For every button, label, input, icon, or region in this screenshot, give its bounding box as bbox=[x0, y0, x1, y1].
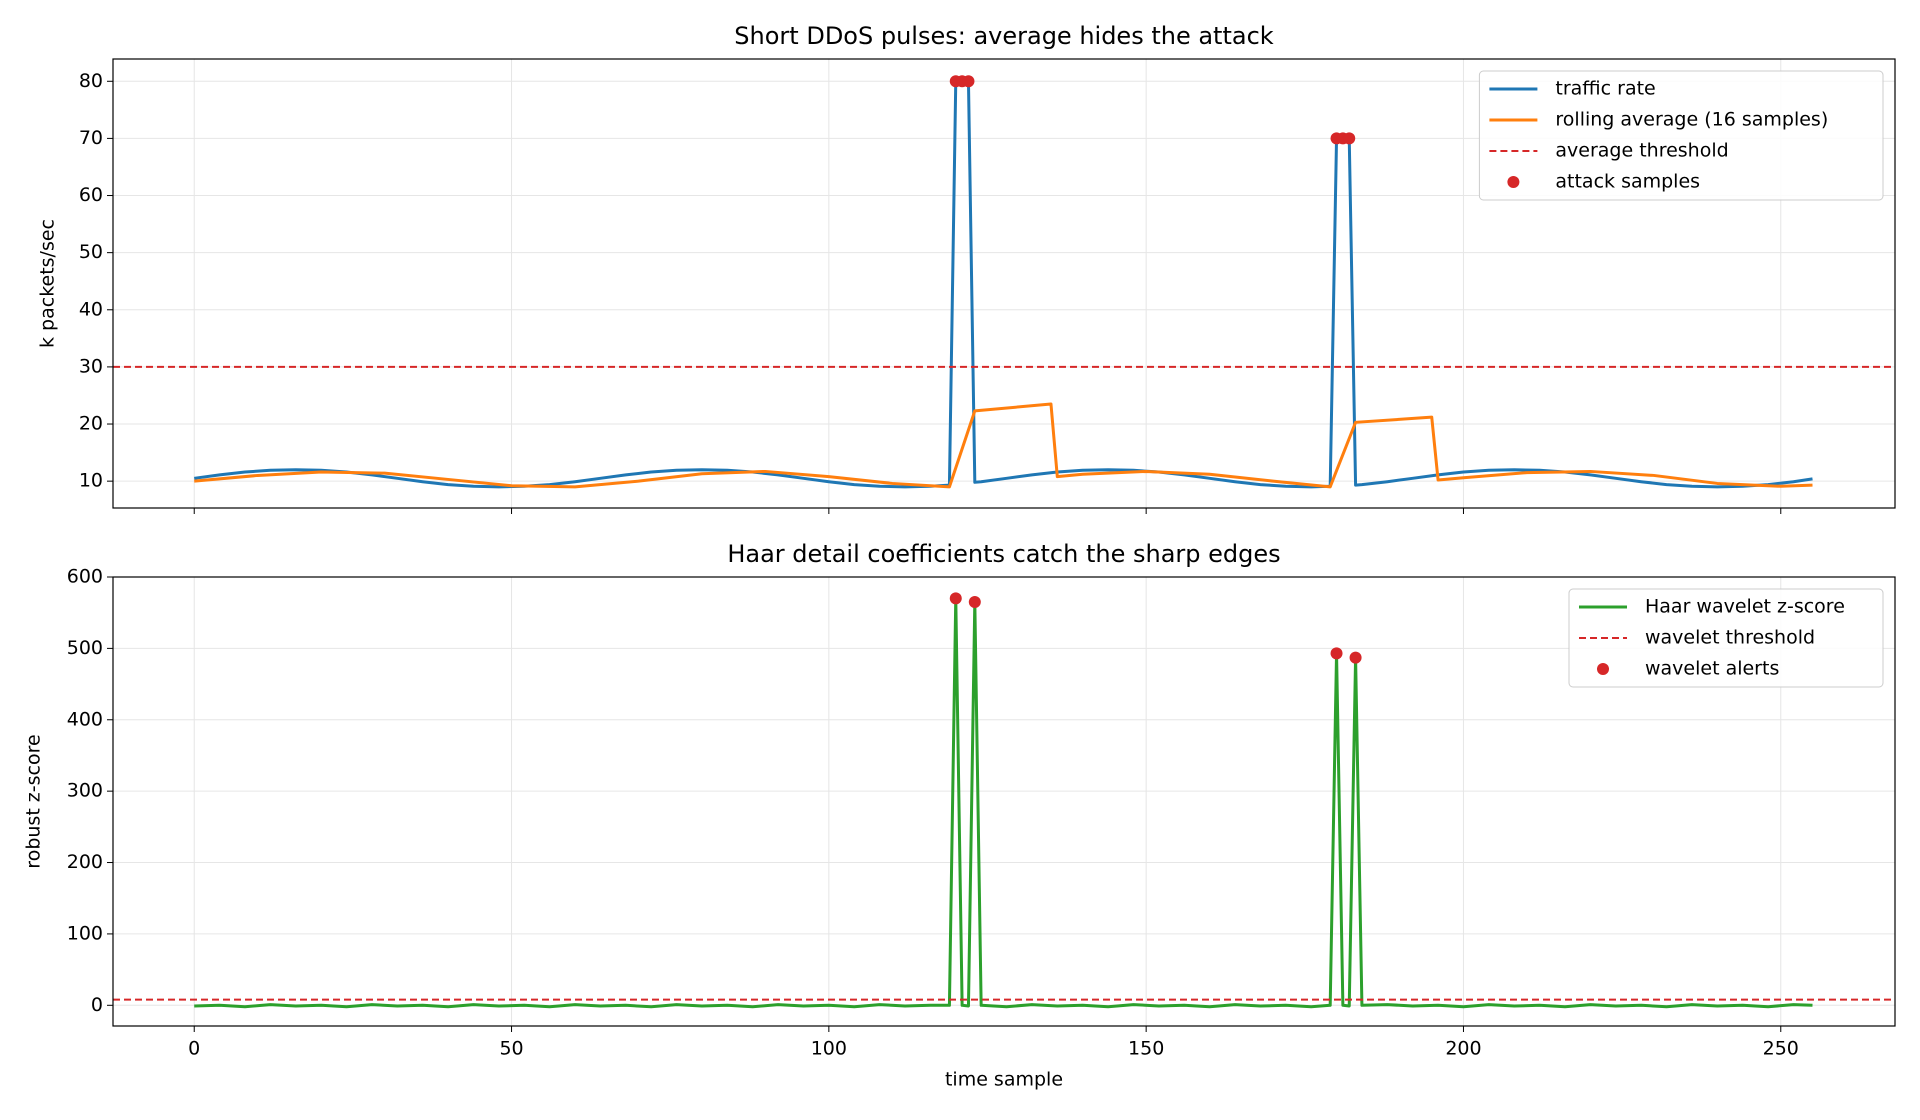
y-tick-label: 80 bbox=[79, 70, 103, 92]
plot-area bbox=[113, 75, 1895, 489]
x-tick-label: 150 bbox=[1128, 1038, 1164, 1060]
y-tick-label: 60 bbox=[79, 184, 103, 206]
y-tick-label: 600 bbox=[67, 566, 103, 588]
legend-label: wavelet threshold bbox=[1645, 627, 1815, 649]
y-axis-label: k packets/sec bbox=[37, 219, 59, 348]
y-tick-label: 300 bbox=[67, 780, 103, 802]
data-point bbox=[949, 592, 962, 605]
x-tick-label: 0 bbox=[188, 1038, 200, 1060]
legend-marker bbox=[1507, 176, 1520, 188]
legend-box bbox=[1478, 70, 1884, 201]
x-tick-label: 200 bbox=[1445, 1038, 1481, 1060]
legend-label: attack samples bbox=[1555, 171, 1700, 193]
y-tick-label: 0 bbox=[91, 994, 103, 1016]
legend: traffic rate rolling average (16 samples)… bbox=[1478, 70, 1884, 201]
chart-title: Short DDoS pulses: average hides the att… bbox=[734, 22, 1273, 50]
y-tick-label: 10 bbox=[79, 470, 103, 492]
axes: Short DDoS pulses: average hides the att… bbox=[37, 22, 1896, 514]
y-tick-label: 100 bbox=[67, 922, 103, 944]
legend-label: wavelet alerts bbox=[1645, 658, 1779, 680]
y-tick-label: 20 bbox=[79, 413, 103, 435]
y-tick-label: 40 bbox=[79, 298, 103, 320]
data-line bbox=[194, 596, 1813, 1009]
y-tick-label: 200 bbox=[67, 851, 103, 873]
data-line bbox=[194, 79, 1813, 489]
data-point bbox=[1330, 647, 1343, 660]
legend-marker bbox=[1597, 663, 1609, 675]
y-tick-label: 70 bbox=[79, 127, 103, 149]
legend-label: traffic rate bbox=[1555, 78, 1655, 100]
axes-frame bbox=[112, 576, 1896, 1027]
legend-label: rolling average (16 samples) bbox=[1555, 109, 1828, 131]
data-line bbox=[194, 402, 1813, 489]
data-point bbox=[962, 75, 975, 88]
data-point bbox=[1343, 132, 1356, 145]
data-point bbox=[968, 595, 981, 608]
chart-title: Haar detail coefficients catch the sharp… bbox=[727, 540, 1280, 568]
legend-box bbox=[1568, 588, 1884, 688]
y-axis-label: robust z-score bbox=[23, 734, 45, 868]
data-point bbox=[1349, 651, 1362, 664]
x-axis-label: time sample bbox=[945, 1069, 1063, 1091]
y-tick-label: 400 bbox=[67, 708, 103, 730]
axes: Haar detail coefficients catch the sharp… bbox=[23, 540, 1896, 1091]
legend: Haar wavelet z-score wavelet threshold wav… bbox=[1568, 588, 1884, 688]
plot-area bbox=[113, 592, 1895, 1009]
x-tick-label: 50 bbox=[499, 1038, 523, 1060]
x-tick-label: 250 bbox=[1763, 1038, 1799, 1060]
y-tick-label: 500 bbox=[67, 637, 103, 659]
y-tick-label: 30 bbox=[79, 355, 103, 377]
axes-frame bbox=[112, 58, 1896, 509]
x-tick-label: 100 bbox=[811, 1038, 847, 1060]
legend-label: average threshold bbox=[1555, 140, 1728, 162]
y-tick-label: 50 bbox=[79, 241, 103, 263]
legend-label: Haar wavelet z-score bbox=[1645, 596, 1845, 618]
